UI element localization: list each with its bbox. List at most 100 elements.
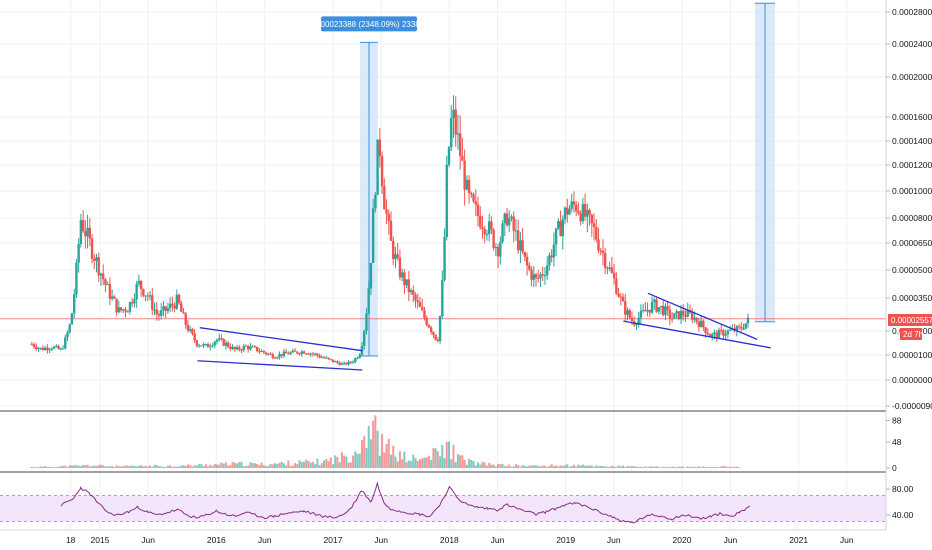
volume-bar: [273, 463, 276, 468]
volume-bar: [131, 465, 134, 468]
trendline-0[interactable]: [199, 327, 363, 352]
trendline-2[interactable]: [647, 292, 758, 340]
candle-body: [650, 301, 654, 313]
candle-body: [220, 338, 223, 340]
volume-axis-label: 48: [892, 437, 902, 447]
volume-bar: [570, 466, 573, 468]
trendline-1[interactable]: [197, 360, 363, 371]
volume-bar: [470, 459, 473, 468]
candle-body: [59, 348, 62, 350]
volume-bar: [664, 467, 667, 468]
candle-body: [724, 334, 727, 336]
volume-bar: [189, 465, 192, 468]
candle-body: [128, 302, 132, 312]
candle-body: [48, 349, 51, 351]
volume-bar: [356, 453, 359, 468]
trendlines[interactable]: [197, 292, 771, 371]
candle-body: [414, 294, 417, 301]
candle-body: [519, 240, 522, 251]
volume-bar: [182, 465, 185, 468]
volume-bar: [642, 467, 645, 468]
volume-bar: [706, 467, 709, 468]
volume-bar: [198, 464, 201, 468]
volume-bar: [387, 438, 390, 468]
candle-body: [177, 294, 181, 304]
candle-body: [380, 156, 384, 187]
volume-bar: [325, 459, 328, 468]
volume-bar: [430, 459, 433, 468]
volume-bar: [160, 466, 163, 468]
volume-bar: [358, 453, 361, 468]
candle-body: [146, 295, 150, 297]
candle-body: [699, 320, 703, 328]
candle-body: [476, 204, 480, 216]
candle-body: [101, 273, 105, 280]
volume-bar: [360, 439, 363, 468]
time-axis[interactable]: 18 2015 Jun 2016 Jun 2017 Jun 2018 Jun 2019 Jun 202…: [66, 535, 854, 545]
candle-body: [84, 231, 87, 237]
candle-body: [490, 221, 493, 230]
candle-body: [628, 310, 631, 318]
volume-bar: [227, 465, 230, 468]
volume-bar: [477, 462, 480, 468]
volume-bar: [461, 455, 464, 468]
volume-bar: [385, 444, 388, 468]
volume-bar: [374, 415, 377, 468]
volume-bar: [535, 465, 538, 468]
volume-bar: [211, 466, 214, 468]
volume-bar: [291, 465, 294, 468]
volume-bar: [423, 457, 426, 468]
measure-ranges[interactable]: [360, 2, 776, 357]
candle-body: [516, 230, 520, 251]
candle-body: [249, 346, 252, 350]
trendline-3[interactable]: [623, 320, 771, 349]
volume-bar: [445, 441, 448, 468]
volume-bar: [93, 465, 96, 468]
candle-body: [55, 345, 58, 347]
volume-bar: [579, 465, 582, 468]
volume-bar: [336, 456, 339, 468]
candle-body: [635, 324, 638, 326]
candle-body: [512, 216, 515, 231]
time-axis-label: Jun: [607, 535, 621, 545]
candle-body: [133, 299, 136, 304]
volume-bar: [421, 458, 424, 468]
volume-bar: [354, 451, 357, 468]
candle-body: [742, 328, 745, 330]
bar-countdown: 2d 7h: [903, 330, 923, 339]
candle-body: [180, 303, 183, 312]
candle-body: [443, 237, 446, 281]
volume-bar: [66, 467, 69, 468]
candle-body: [110, 296, 114, 299]
volume-bar: [120, 466, 123, 468]
volume-bar: [597, 466, 600, 468]
volume-bar: [561, 466, 564, 468]
candle-body: [608, 267, 611, 269]
candle-body: [298, 353, 301, 355]
candle-body: [577, 211, 580, 214]
candle-body: [367, 288, 370, 314]
candle-body: [554, 228, 558, 245]
candle-body: [677, 311, 681, 320]
candle-body: [463, 160, 466, 190]
volume-bar: [448, 441, 451, 468]
volume-bar: [456, 454, 459, 468]
candle-body: [445, 164, 448, 238]
candle-body: [215, 339, 219, 342]
current-price-tag: 0.00002557 2d 7h: [888, 314, 932, 340]
candle-body: [204, 344, 208, 346]
volume-bar: [546, 466, 549, 468]
volume-axis-label: 0: [892, 463, 897, 473]
candle-body: [510, 216, 513, 219]
volume-bar: [258, 465, 261, 468]
volume-bar: [666, 466, 669, 468]
candle-body: [240, 349, 243, 351]
volume-bar: [503, 466, 506, 468]
volume-bar: [33, 467, 36, 468]
volume-bar: [419, 459, 422, 468]
candle-body: [394, 254, 397, 260]
